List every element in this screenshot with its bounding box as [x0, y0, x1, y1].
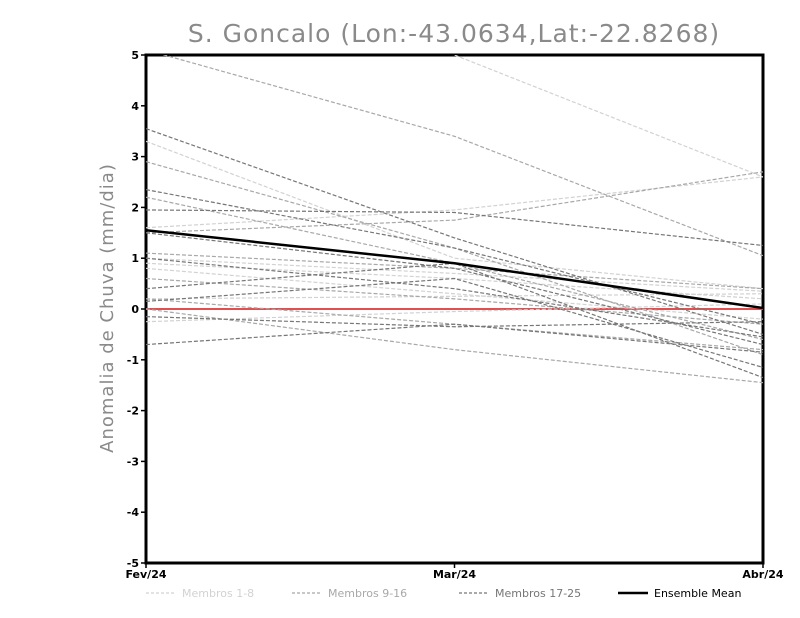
- y-tick-label: -4: [127, 506, 140, 519]
- member-line-m8: [146, 303, 763, 323]
- y-tick-label: 1: [131, 252, 139, 265]
- series-lines: [146, 55, 763, 384]
- ensemble-mean-line: [146, 229, 763, 310]
- x-tick-label: Abr/24: [742, 568, 783, 581]
- y-tick-label: -3: [127, 455, 139, 468]
- x-tick-label: Mar/24: [433, 568, 476, 581]
- member-line-m21: [146, 257, 763, 338]
- y-tick-label: 0: [131, 303, 139, 316]
- member-line-m9: [161, 55, 763, 257]
- x-ticks: Fev/24 Mar/24 Abr/24: [125, 563, 784, 581]
- member-line-m13: [146, 252, 763, 290]
- member-line-m24: [146, 316, 763, 328]
- y-tick-label: 4: [131, 100, 139, 113]
- member-line-m16: [146, 308, 763, 384]
- y-tick-label: -5: [127, 557, 139, 570]
- legend-label: Membros 1-8: [182, 587, 254, 600]
- member-line-m2: [146, 140, 763, 290]
- member-line-m25: [146, 323, 763, 353]
- chart-title: S. Goncalo (Lon:-43.0634,Lat:-22.8268): [188, 19, 720, 48]
- member-line-m22: [146, 262, 763, 379]
- y-tick-label: 2: [131, 201, 139, 214]
- member-line-m4: [146, 257, 763, 292]
- member-line-m18: [146, 189, 763, 325]
- member-line-m19: [146, 209, 763, 247]
- y-tick-label: 3: [131, 151, 139, 164]
- member-line-m23: [146, 277, 763, 368]
- y-axis-label: Anomalia de Chuva (mm/dia): [97, 163, 118, 453]
- legend: Membros 1-8 Membros 9-16 Membros 17-25 Ense…: [146, 587, 741, 600]
- member-line-m12: [146, 171, 763, 234]
- member-line-m20: [146, 232, 763, 346]
- member-line-m3: [146, 176, 763, 229]
- legend-label: Ensemble Mean: [654, 587, 741, 600]
- y-tick-label: -1: [127, 354, 139, 367]
- member-line-m17: [146, 128, 763, 335]
- legend-label: Membros 17-25: [495, 587, 581, 600]
- legend-label: Membros 9-16: [328, 587, 407, 600]
- member-line-m14: [146, 277, 763, 325]
- y-tick-label: 5: [131, 49, 139, 62]
- member-line-m7: [146, 293, 763, 300]
- y-ticks: 5 4 3 2 1 0 -1 -2 -3 -4 -5: [127, 49, 146, 570]
- member-line-m6: [146, 267, 763, 320]
- y-tick-label: -2: [127, 405, 139, 418]
- x-tick-label: Fev/24: [125, 568, 166, 581]
